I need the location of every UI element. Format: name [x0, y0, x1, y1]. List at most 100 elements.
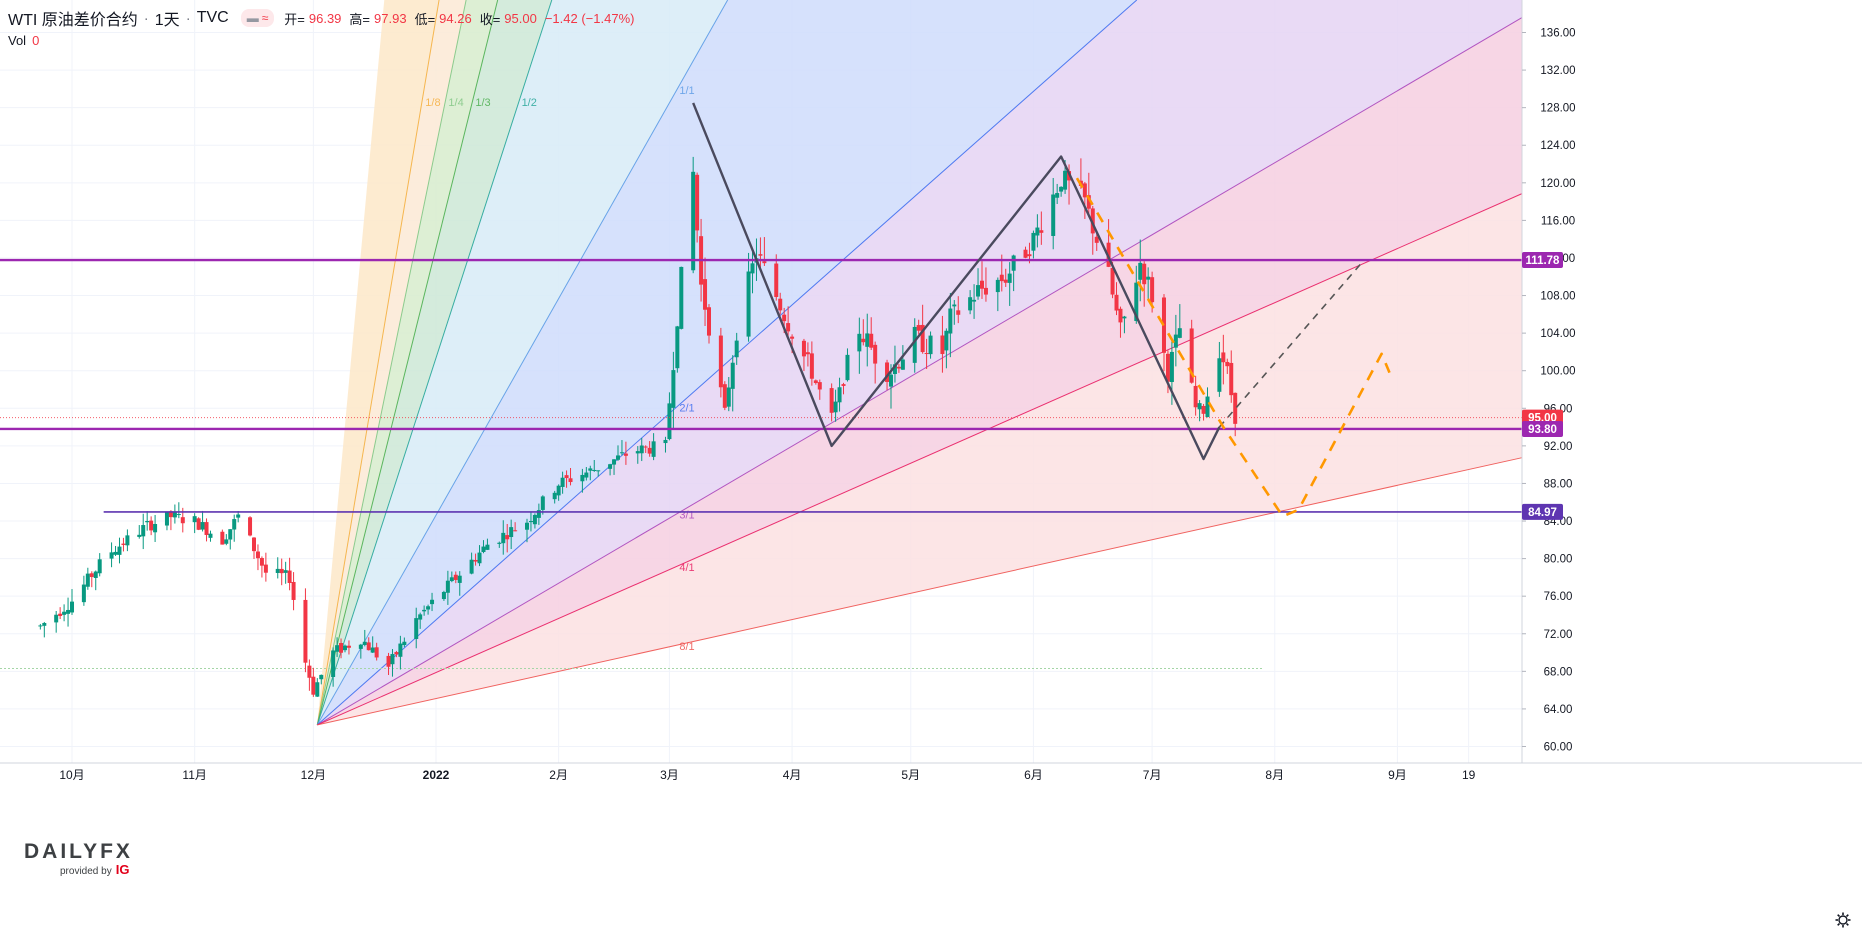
candle: [643, 445, 648, 453]
candle: [81, 575, 86, 606]
candle-body: [38, 625, 43, 627]
candle: [619, 440, 624, 456]
candle: [1225, 358, 1230, 374]
candle-body: [560, 477, 565, 487]
candle: [528, 512, 533, 532]
candle-body: [1055, 193, 1060, 198]
candle: [125, 529, 130, 552]
candle-body: [774, 263, 779, 297]
high-value: 97.93: [374, 10, 407, 26]
gann-fan-line: [316, 0, 553, 726]
price-badge-bg: [1522, 420, 1563, 437]
candle: [1221, 334, 1226, 385]
candle-body: [813, 380, 818, 384]
candle: [275, 557, 280, 579]
ig-logo: IG: [115, 862, 130, 877]
candle-body: [758, 254, 763, 256]
candle-body: [619, 452, 624, 454]
candle-body: [81, 584, 86, 603]
gear-icon-tooth: [1837, 914, 1841, 918]
candle: [335, 637, 340, 657]
interval-label[interactable]: 1天: [154, 12, 180, 29]
candle-body: [1221, 352, 1226, 363]
candle-body: [778, 298, 783, 311]
y-tick-label: 128.00: [1540, 103, 1575, 115]
candle-body: [782, 314, 787, 322]
candle-body: [204, 522, 209, 535]
candle-body: [457, 575, 462, 583]
candle-body: [97, 559, 102, 574]
candle-body: [343, 645, 348, 651]
change-value: −1.42 (−1.47%): [544, 10, 635, 26]
candle-body: [1122, 316, 1127, 319]
open-label: 开=: [284, 11, 305, 27]
candle-body: [414, 618, 419, 639]
y-tick-label: 68.00: [1544, 666, 1573, 678]
symbol-title[interactable]: WTI 原油差价合约: [8, 12, 138, 29]
candle-body: [639, 445, 644, 454]
candle-body: [1035, 227, 1040, 236]
candle: [477, 545, 482, 567]
candle: [196, 517, 201, 531]
candle: [70, 589, 75, 615]
candle-body: [477, 552, 482, 564]
candle: [778, 292, 783, 315]
x-axis-background: [0, 763, 1862, 932]
trend-path-line: [692, 102, 1221, 461]
candle-body: [1082, 183, 1087, 198]
candle-body: [900, 359, 905, 370]
candle: [635, 446, 640, 464]
candle: [200, 510, 205, 532]
candle-body: [453, 574, 458, 580]
candle-body: [1217, 358, 1222, 392]
price-badge-label: 111.78: [1526, 255, 1561, 267]
candle-body: [1031, 232, 1036, 251]
candle: [956, 296, 961, 324]
candle: [671, 351, 676, 430]
high-label: 高=: [349, 11, 371, 27]
candle: [928, 331, 933, 359]
candle: [940, 315, 945, 373]
logo-word-b: FX: [100, 840, 133, 863]
gann-fan-line: [316, 0, 467, 725]
candle: [560, 471, 565, 494]
candle: [892, 345, 897, 383]
candle: [536, 503, 541, 525]
candle: [62, 604, 67, 622]
candle: [995, 277, 1000, 312]
candle-body: [445, 580, 450, 593]
x-tick-label: 10月: [59, 768, 84, 782]
provided-by-text: provided by: [60, 866, 112, 877]
candle: [362, 629, 367, 647]
y-tick-label: 80.00: [1544, 554, 1573, 566]
candle: [679, 266, 684, 330]
y-tick-label: 64.00: [1544, 704, 1573, 716]
candle-body: [956, 310, 961, 315]
candle-body: [924, 353, 929, 355]
candle-body: [252, 537, 257, 552]
candle: [552, 490, 557, 504]
candle-body: [1193, 385, 1198, 408]
candle-body: [263, 564, 268, 573]
candle: [873, 341, 878, 384]
candle-body: [584, 472, 589, 478]
candle-body: [1142, 263, 1147, 285]
gann-fan-label: 4/1: [679, 562, 694, 574]
horizontal-levels: [0, 258, 1522, 513]
candle-body: [568, 478, 573, 483]
candle-body: [663, 439, 668, 444]
candle: [979, 261, 984, 299]
candle-body: [228, 529, 233, 540]
candle-body: [172, 512, 177, 518]
candle-body: [430, 599, 435, 605]
candle-body: [426, 606, 431, 610]
candle: [896, 363, 901, 373]
gear-icon-tooth: [1845, 922, 1849, 926]
market-status-badge[interactable]: ▬ ≈: [240, 9, 275, 27]
candle: [1035, 214, 1040, 248]
candle-body: [335, 645, 340, 652]
candle-body: [1189, 328, 1194, 383]
candle-body: [983, 287, 988, 295]
gear-icon[interactable]: [1835, 912, 1851, 928]
